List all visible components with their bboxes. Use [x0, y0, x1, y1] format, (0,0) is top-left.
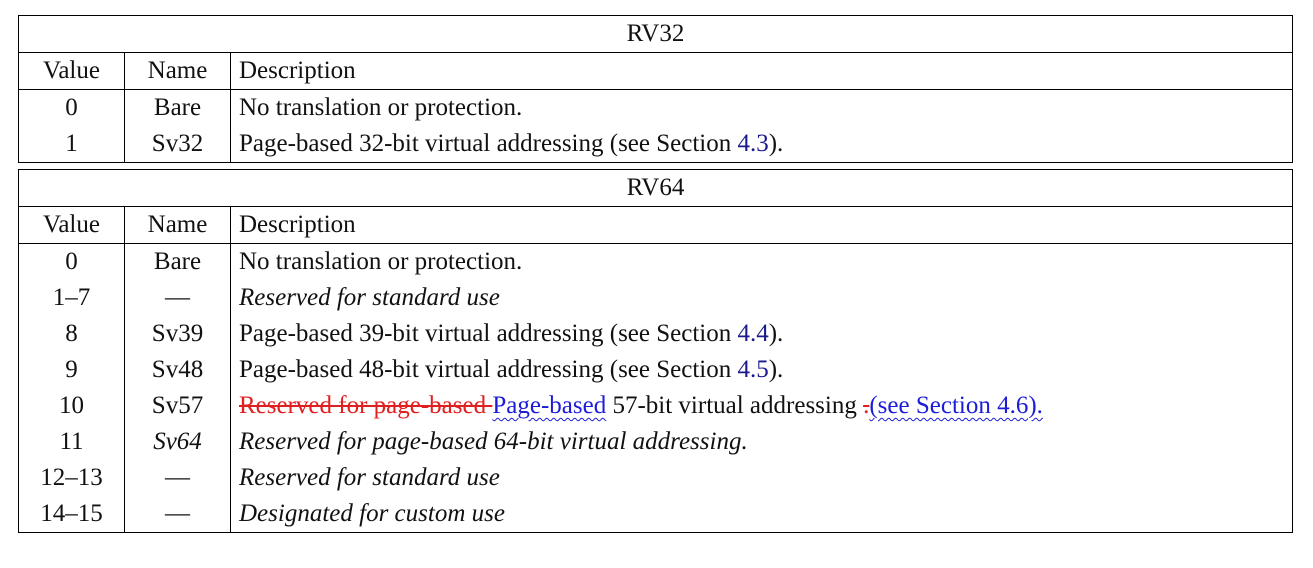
deleted-text: Reserved for page-based [239, 392, 493, 419]
text: ). [768, 130, 784, 157]
description-cell: Designated for custom use [230, 496, 1293, 533]
value-cell: 9 [18, 352, 125, 388]
mode-row: 14–15— Designated for custom use [18, 496, 1293, 533]
table-title: RV32 [18, 15, 1293, 53]
text: Page-based 48-bit virtual addressing (se… [239, 356, 738, 383]
name-cell: Bare [124, 89, 231, 126]
mode-table: RV32 Value Name Description 0 Bare No translat… [18, 15, 1293, 163]
name-cell: Sv39 [124, 316, 231, 352]
name-cell: — [124, 460, 231, 496]
text: Page-based 39-bit virtual addressing (se… [239, 320, 738, 347]
description-cell: Reserved for page-based 64-bit virtual a… [230, 424, 1293, 460]
header-row: Value Name Description [18, 206, 1293, 244]
document: RV32 Value Name Description 0 Bare No translat… [18, 15, 1293, 539]
value-cell: 14–15 [18, 496, 125, 533]
value-cell: 1–7 [18, 280, 125, 316]
text: 57-bit virtual addressing [606, 392, 864, 419]
mode-row: 12–13— Reserved for standard use [18, 460, 1293, 496]
value-cell: 11 [18, 424, 125, 460]
description-cell: Reserved for standard use [230, 460, 1293, 496]
name-cell: — [124, 280, 231, 316]
title-row: RV32 [18, 15, 1293, 53]
italic-text: Reserved for page-based 64-bit virtual a… [239, 428, 748, 455]
description-cell: No translation or protection. [230, 89, 1293, 126]
mode-row: 0 Bare No translation or protection. [18, 243, 1293, 280]
column-header: Description [230, 206, 1293, 244]
mode-row: 11 Sv64 Reserved for page-based 64-bit vir… [18, 424, 1293, 460]
link-text: 4.3 [737, 130, 769, 157]
name-cell: Sv57 [124, 388, 231, 424]
value-cell: 0 [18, 243, 125, 280]
text: No translation or protection. [239, 94, 523, 121]
column-header: Description [230, 52, 1293, 90]
text: ). [768, 356, 784, 383]
mode-row: 1 Sv32 Page-based 32-bit virtual addressin… [18, 126, 1293, 163]
value-cell: 0 [18, 89, 125, 126]
mode-row: 8 Sv39 Page-based 39-bit virtual addressin… [18, 316, 1293, 352]
name-cell: — [124, 496, 231, 533]
header-row: Value Name Description [18, 52, 1293, 90]
value-cell: 8 [18, 316, 125, 352]
inserted-text: (see Section 4.6). [869, 392, 1043, 419]
column-header: Value [18, 206, 125, 244]
column-header: Value [18, 52, 125, 90]
italic-text: Reserved for standard use [239, 464, 500, 491]
italic-text: Designated for custom use [239, 500, 505, 527]
text: Page-based 32-bit virtual addressing (se… [239, 130, 738, 157]
description-cell: Page-based 48-bit virtual addressing (se… [230, 352, 1293, 388]
description-cell: Page-based 39-bit virtual addressing (se… [230, 316, 1293, 352]
name-cell: Sv48 [124, 352, 231, 388]
value-cell: 1 [18, 126, 125, 163]
description-cell: Reserved for standard use [230, 280, 1293, 316]
link-text: 4.4 [737, 320, 769, 347]
column-header: Name [124, 206, 231, 244]
mode-row: 9 Sv48 Page-based 48-bit virtual addressin… [18, 352, 1293, 388]
table-title: RV64 [18, 169, 1293, 207]
text: No translation or protection. [239, 248, 523, 275]
value-cell: 10 [18, 388, 125, 424]
value-cell: 12–13 [18, 460, 125, 496]
title-row: RV64 [18, 169, 1293, 207]
mode-row: 0 Bare No translation or protection. [18, 89, 1293, 126]
name-cell: Bare [124, 243, 231, 280]
mode-row: 1–7— Reserved for standard use [18, 280, 1293, 316]
description-cell: No translation or protection. [230, 243, 1293, 280]
deleted-text: . [863, 392, 870, 419]
inserted-text: Page-based [492, 392, 607, 419]
column-header: Name [124, 52, 231, 90]
description-cell: Page-based 32-bit virtual addressing (se… [230, 126, 1293, 163]
mode-row: 10 Sv57 Reserved for page-based Page-based… [18, 388, 1293, 424]
name-cell: Sv32 [124, 126, 231, 163]
mode-table: RV64 Value Name Description 0 Bare No translat… [18, 169, 1293, 533]
name-cell: Sv64 [124, 424, 231, 460]
italic-text: Reserved for standard use [239, 284, 500, 311]
description-cell: Reserved for page-based Page-based 57-bi… [230, 388, 1293, 424]
text: ). [768, 320, 784, 347]
link-text: 4.5 [737, 356, 769, 383]
